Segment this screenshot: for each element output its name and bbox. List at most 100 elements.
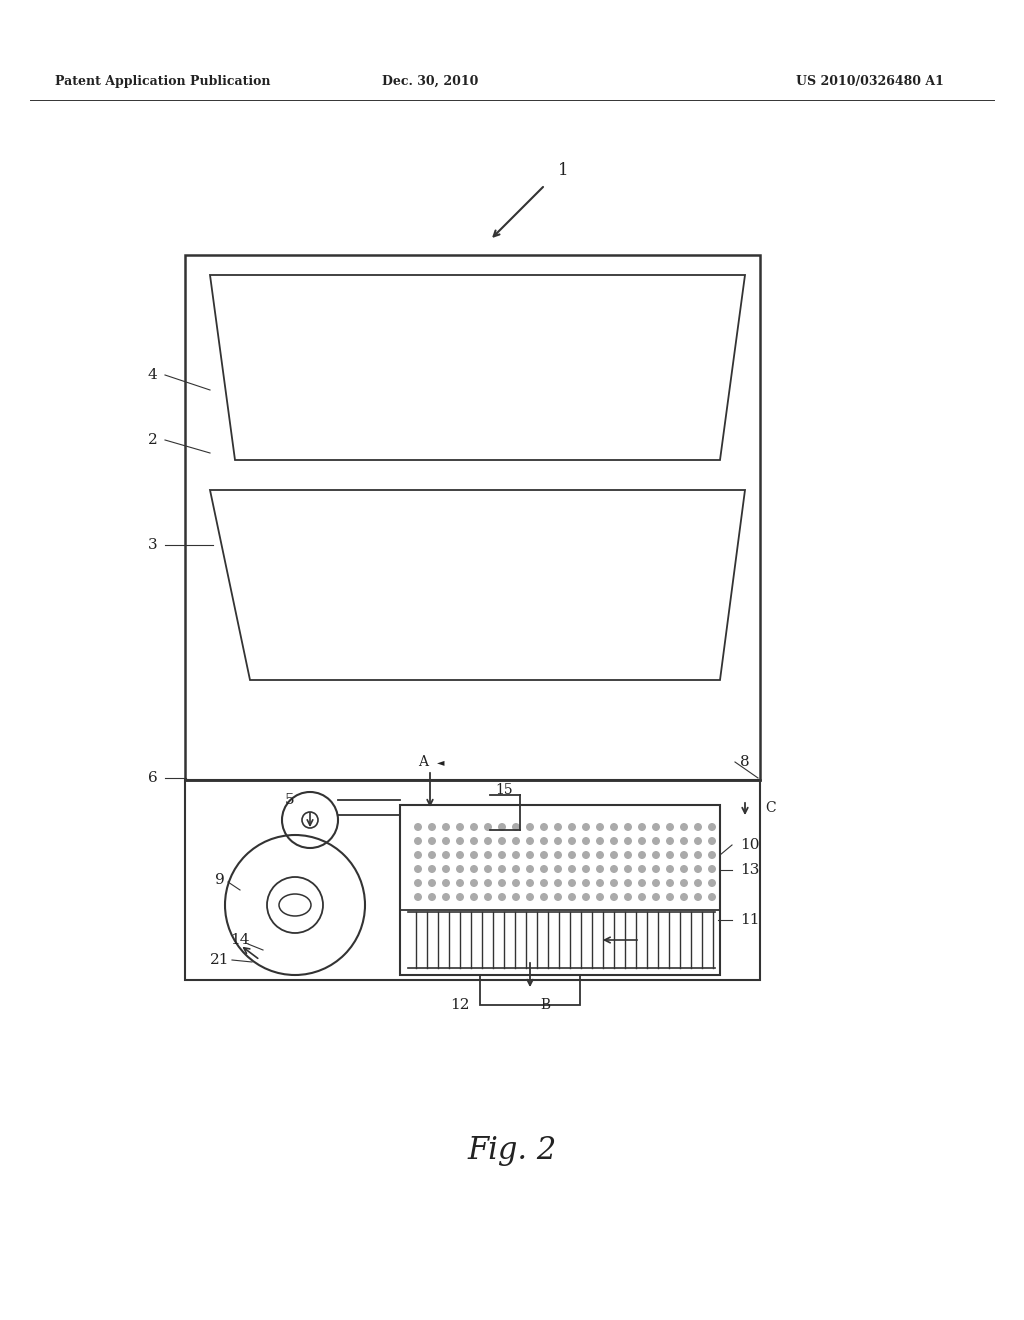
Text: 3: 3 — [148, 539, 158, 552]
Circle shape — [624, 837, 632, 845]
Circle shape — [680, 837, 688, 845]
Circle shape — [456, 837, 464, 845]
Circle shape — [554, 865, 562, 873]
Text: 1: 1 — [558, 162, 568, 180]
Circle shape — [624, 894, 632, 902]
Circle shape — [554, 837, 562, 845]
Circle shape — [526, 865, 534, 873]
Circle shape — [498, 837, 506, 845]
Circle shape — [498, 894, 506, 902]
Text: 21: 21 — [210, 953, 229, 968]
Circle shape — [582, 865, 590, 873]
Circle shape — [694, 865, 702, 873]
Text: 8: 8 — [740, 755, 750, 770]
Circle shape — [428, 837, 436, 845]
Circle shape — [484, 851, 492, 859]
Circle shape — [582, 837, 590, 845]
Circle shape — [638, 865, 646, 873]
Text: 9: 9 — [215, 873, 224, 887]
Circle shape — [638, 851, 646, 859]
Text: 5: 5 — [285, 793, 295, 807]
Circle shape — [428, 879, 436, 887]
Circle shape — [456, 851, 464, 859]
Circle shape — [526, 851, 534, 859]
Circle shape — [526, 879, 534, 887]
Circle shape — [680, 894, 688, 902]
Text: 14: 14 — [230, 933, 250, 946]
Circle shape — [498, 822, 506, 832]
Circle shape — [554, 894, 562, 902]
Circle shape — [554, 879, 562, 887]
Circle shape — [554, 851, 562, 859]
Circle shape — [540, 865, 548, 873]
Circle shape — [666, 865, 674, 873]
Circle shape — [428, 894, 436, 902]
Text: B: B — [540, 998, 550, 1012]
Circle shape — [708, 837, 716, 845]
Circle shape — [428, 822, 436, 832]
Circle shape — [694, 879, 702, 887]
Circle shape — [624, 865, 632, 873]
Circle shape — [540, 837, 548, 845]
Circle shape — [414, 865, 422, 873]
Circle shape — [582, 851, 590, 859]
Circle shape — [680, 865, 688, 873]
Circle shape — [498, 879, 506, 887]
Circle shape — [484, 837, 492, 845]
Circle shape — [540, 894, 548, 902]
Circle shape — [582, 879, 590, 887]
Circle shape — [470, 837, 478, 845]
Circle shape — [596, 865, 604, 873]
Circle shape — [414, 837, 422, 845]
Circle shape — [638, 879, 646, 887]
Text: 11: 11 — [740, 913, 760, 927]
Circle shape — [470, 879, 478, 887]
Circle shape — [456, 879, 464, 887]
Circle shape — [610, 894, 618, 902]
Text: 15: 15 — [495, 783, 513, 797]
Circle shape — [708, 879, 716, 887]
Circle shape — [596, 837, 604, 845]
Circle shape — [638, 837, 646, 845]
Circle shape — [442, 822, 450, 832]
Circle shape — [414, 879, 422, 887]
Circle shape — [582, 894, 590, 902]
Circle shape — [652, 822, 660, 832]
Circle shape — [512, 837, 520, 845]
Circle shape — [554, 822, 562, 832]
Text: C: C — [765, 801, 775, 814]
Circle shape — [540, 879, 548, 887]
Circle shape — [470, 865, 478, 873]
Text: 4: 4 — [148, 368, 158, 381]
Circle shape — [596, 822, 604, 832]
Circle shape — [708, 822, 716, 832]
Circle shape — [526, 822, 534, 832]
Circle shape — [680, 851, 688, 859]
Circle shape — [568, 837, 575, 845]
Circle shape — [442, 851, 450, 859]
Circle shape — [484, 822, 492, 832]
Circle shape — [568, 879, 575, 887]
Text: 2: 2 — [148, 433, 158, 447]
Circle shape — [694, 894, 702, 902]
Circle shape — [666, 822, 674, 832]
Text: 10: 10 — [740, 838, 760, 851]
Circle shape — [414, 894, 422, 902]
Circle shape — [442, 837, 450, 845]
Text: Dec. 30, 2010: Dec. 30, 2010 — [382, 75, 478, 88]
Circle shape — [652, 865, 660, 873]
Text: 12: 12 — [450, 998, 469, 1012]
Circle shape — [708, 865, 716, 873]
Text: A: A — [418, 755, 428, 770]
Circle shape — [694, 822, 702, 832]
Circle shape — [470, 894, 478, 902]
Circle shape — [456, 822, 464, 832]
Text: Fig. 2: Fig. 2 — [467, 1134, 557, 1166]
Circle shape — [652, 879, 660, 887]
Circle shape — [484, 879, 492, 887]
Circle shape — [456, 894, 464, 902]
Circle shape — [652, 851, 660, 859]
Circle shape — [610, 822, 618, 832]
Circle shape — [666, 851, 674, 859]
Circle shape — [414, 822, 422, 832]
